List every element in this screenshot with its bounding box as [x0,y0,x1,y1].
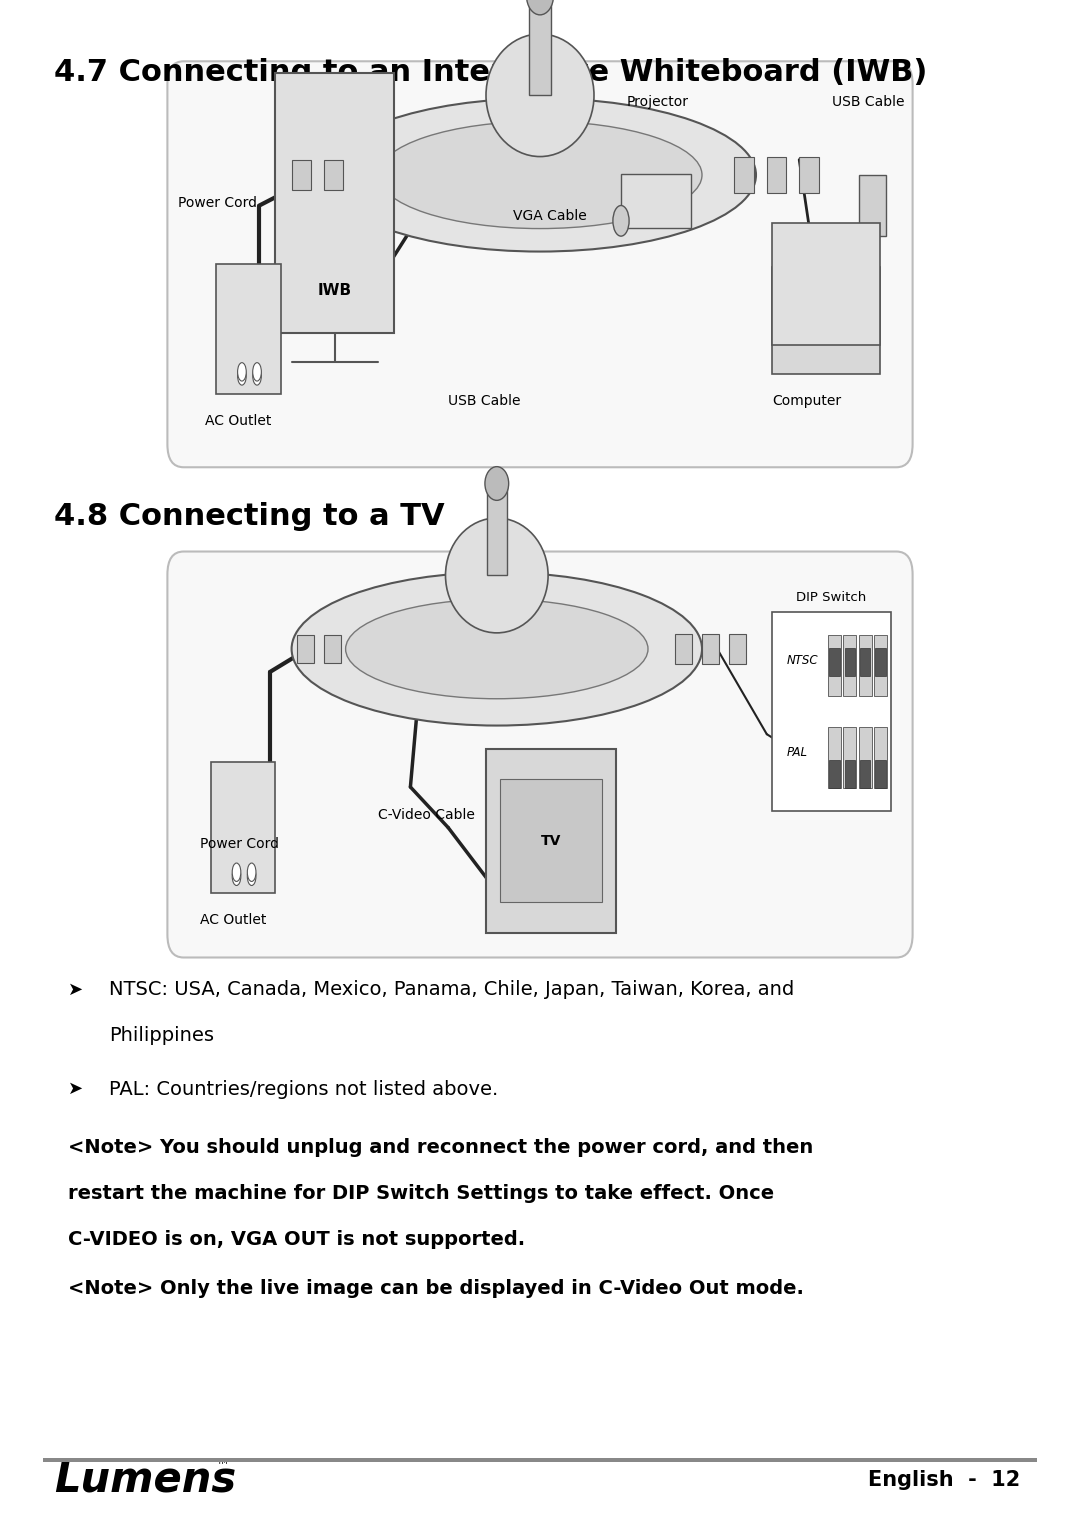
Text: restart the machine for DIP Switch Settings to take effect. Once: restart the machine for DIP Switch Setti… [68,1184,774,1203]
Ellipse shape [232,867,241,885]
Text: PAL: PAL [786,746,807,760]
Bar [845,648,855,676]
Bar [828,634,841,696]
Ellipse shape [486,34,594,156]
Text: ➤: ➤ [68,980,83,999]
Text: 4.7 Connecting to an Interactive Whiteboard (IWB): 4.7 Connecting to an Interactive Whitebo… [54,58,928,87]
Text: NTSC: USA, Canada, Mexico, Panama, Chile, Japan, Taiwan, Korea, and: NTSC: USA, Canada, Mexico, Panama, Chile… [109,980,794,999]
Text: NTSC: NTSC [786,654,818,668]
Bar [297,636,314,663]
Bar [875,760,886,787]
FancyBboxPatch shape [211,763,275,893]
Bar [843,726,856,787]
Text: <Note> Only the live image can be displayed in C-Video Out mode.: <Note> Only the live image can be displa… [68,1279,804,1298]
Text: ™: ™ [216,1457,230,1472]
Ellipse shape [253,366,261,385]
Bar [860,760,870,787]
Ellipse shape [232,863,241,881]
Bar [859,175,886,236]
Text: 4.8 Connecting to a TV: 4.8 Connecting to a TV [54,502,445,532]
Text: TV: TV [541,833,561,847]
Text: Power Cord: Power Cord [200,836,279,850]
Ellipse shape [527,0,554,15]
Bar [487,484,507,576]
Ellipse shape [324,98,756,251]
Bar [734,156,754,193]
Text: USB Cable: USB Cable [448,394,521,408]
Bar [675,634,692,665]
Text: Philippines: Philippines [109,1026,214,1045]
FancyBboxPatch shape [167,552,913,958]
Text: USB Cable: USB Cable [832,95,904,109]
Bar [529,0,551,95]
Bar [324,159,343,190]
FancyBboxPatch shape [772,611,891,810]
Bar [799,156,819,193]
Text: C-VIDEO is on, VGA OUT is not supported.: C-VIDEO is on, VGA OUT is not supported. [68,1230,525,1249]
Bar [859,634,872,696]
Text: Power Cord: Power Cord [178,196,257,210]
Bar [843,634,856,696]
FancyBboxPatch shape [500,780,602,902]
Bar [845,760,855,787]
Bar [729,634,746,665]
Text: Projector: Projector [626,95,688,109]
Bar [859,726,872,787]
Ellipse shape [613,205,629,236]
Text: PAL: Countries/regions not listed above.: PAL: Countries/regions not listed above. [109,1080,498,1098]
Ellipse shape [485,467,509,501]
Text: DIP Switch: DIP Switch [796,591,867,604]
Ellipse shape [346,599,648,699]
Bar [828,726,841,787]
Ellipse shape [238,363,246,381]
Text: C-Video Cable: C-Video Cable [378,809,475,823]
Bar [829,648,840,676]
Text: AC Outlet: AC Outlet [200,913,266,927]
Ellipse shape [446,518,549,633]
Text: <Note> You should unplug and reconnect the power cord, and then: <Note> You should unplug and reconnect t… [68,1138,813,1157]
Text: AC Outlet: AC Outlet [205,415,271,429]
Bar [275,74,394,334]
Text: English  -  12: English - 12 [868,1469,1021,1491]
Text: VGA Cable: VGA Cable [513,208,586,222]
FancyBboxPatch shape [43,1458,1037,1462]
Ellipse shape [292,573,702,726]
FancyBboxPatch shape [486,749,616,933]
Bar [702,634,719,665]
Bar [829,760,840,787]
Text: IWB: IWB [318,283,352,299]
Text: ➤: ➤ [68,1080,83,1098]
FancyBboxPatch shape [772,224,880,346]
Bar [875,648,886,676]
Ellipse shape [247,867,256,885]
Ellipse shape [238,366,246,385]
Text: Lumens: Lumens [54,1458,237,1501]
Ellipse shape [378,121,702,228]
Ellipse shape [247,863,256,881]
FancyBboxPatch shape [621,175,691,228]
Bar [767,156,786,193]
Bar [324,636,341,663]
FancyBboxPatch shape [167,61,913,467]
Bar [292,159,311,190]
Text: Computer: Computer [772,394,841,408]
Ellipse shape [253,363,261,381]
Bar [860,648,870,676]
Bar [874,634,887,696]
Bar [874,726,887,787]
FancyBboxPatch shape [216,264,281,394]
FancyBboxPatch shape [772,267,880,374]
